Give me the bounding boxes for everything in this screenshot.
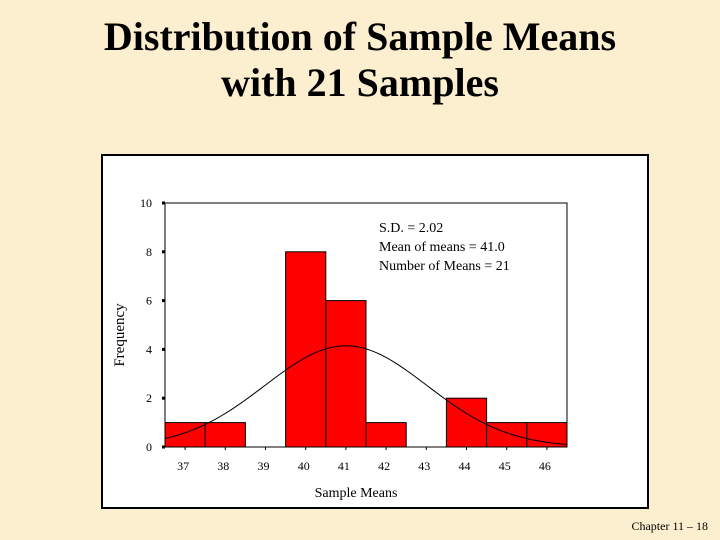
y-tick-label-10: 10	[140, 196, 152, 210]
slide-title: Distribution of Sample Means with 21 Sam…	[0, 14, 720, 106]
y-tick-mark-6	[162, 299, 165, 303]
y-tick-mark-2	[162, 396, 165, 400]
x-tick-label-37: 37	[177, 459, 189, 473]
slide-footer: Chapter 11 – 18	[631, 519, 708, 533]
bar-44	[445, 397, 488, 448]
y-tick-mark-4	[162, 347, 165, 351]
y-tick-label-4: 4	[146, 342, 152, 356]
x-tick-label-40: 40	[298, 459, 310, 473]
y-tick-label-8: 8	[146, 245, 152, 259]
chart-frame	[101, 154, 649, 509]
bar-37	[164, 422, 206, 448]
y-tick-mark-10	[162, 201, 165, 205]
slide-title-line-1: Distribution of Sample Means	[103, 14, 617, 59]
annotation-line-3: Number of Means = 21	[379, 259, 510, 274]
y-tick-mark-8	[162, 250, 165, 254]
y-tick-label-0: 0	[146, 440, 152, 454]
y-tick-label-2: 2	[146, 391, 152, 405]
x-tick-label-41: 41	[338, 459, 350, 473]
bar-38	[204, 422, 246, 448]
bar-45	[486, 422, 528, 448]
x-tick-label-44: 44	[459, 459, 471, 473]
bar-46	[526, 422, 568, 448]
x-tick-label-39: 39	[258, 459, 270, 473]
x-tick-label-46: 46	[539, 459, 551, 473]
annotation-line-1: S.D. = 2.02	[379, 221, 443, 236]
x-axis-label: Sample Means	[315, 486, 398, 501]
slide-title-line-2: with 21 Samples	[221, 60, 499, 105]
bar-40	[285, 251, 327, 448]
y-tick-mark-0	[162, 445, 165, 449]
y-axis-label: Frequency	[112, 303, 128, 367]
x-tick-label-38: 38	[217, 459, 229, 473]
x-tick-label-42: 42	[378, 459, 390, 473]
bar-41	[325, 300, 367, 448]
y-tick-label-6: 6	[146, 294, 152, 308]
bar-42	[365, 422, 407, 448]
x-tick-label-45: 45	[499, 459, 511, 473]
annotation-line-2: Mean of means = 41.0	[379, 240, 505, 255]
x-tick-label-43: 43	[418, 459, 430, 473]
normal-curve-line	[164, 345, 568, 446]
